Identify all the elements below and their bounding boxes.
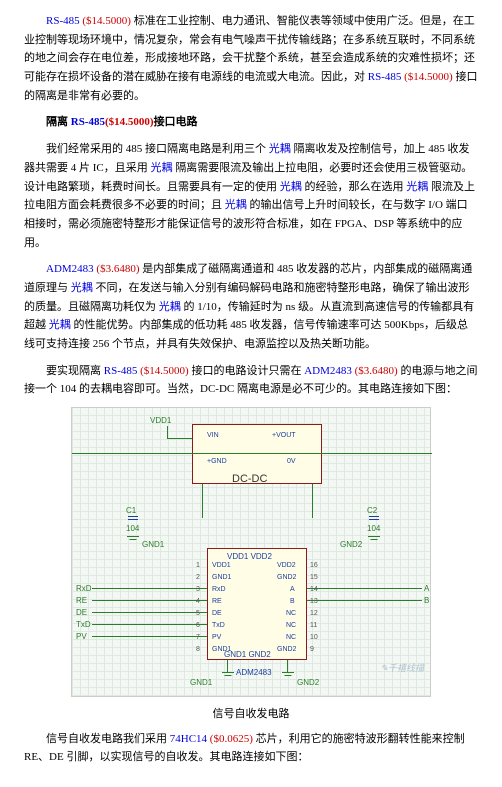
pin-r-11: NC [286, 620, 296, 632]
text: 信号自收发电路我们采用 [46, 733, 170, 745]
text: 要实现隔离 [46, 365, 104, 377]
paragraph-circuit-lead: 要实现隔离 RS-485 ($14.5000) 接口的电路设计只需在 ADM24… [24, 362, 478, 399]
link-opto-2[interactable]: 光耦 [151, 162, 173, 174]
num-r-13: 13 [310, 596, 318, 608]
link-rs485-1[interactable]: RS-485 [46, 15, 80, 27]
link-adm2483-1[interactable]: ADM2483 [46, 263, 94, 275]
num-r-10: 10 [310, 632, 318, 644]
num-r-16: 16 [310, 560, 318, 572]
link-opto-5[interactable]: 光耦 [225, 199, 247, 211]
pin-vin: VIN [207, 430, 219, 442]
cap-c2 [369, 516, 379, 520]
pin-l-3: RxD [212, 584, 226, 596]
net-vdd1: VDD1 [150, 414, 171, 428]
net-gnd2-b: GND2 [297, 676, 319, 690]
pin-l-4: RE [212, 596, 222, 608]
cap-c1 [128, 516, 138, 520]
pin-r-16: VDD2 [277, 560, 296, 572]
num-l-7: 7 [196, 632, 200, 644]
link-adm2483-2[interactable]: ADM2483 [304, 365, 352, 377]
num-l-5: 5 [196, 608, 200, 620]
paragraph-adm2483: ADM2483 ($3.6480) 是内部集成了磁隔离通道和 485 收发器的芯… [24, 260, 478, 353]
net-pv: PV [76, 630, 87, 644]
link-opto-3[interactable]: 光耦 [280, 181, 302, 193]
text: 我们经常采用的 485 接口隔离电路是利用三个 [46, 143, 266, 155]
num-l-6: 6 [196, 620, 200, 632]
gnd-icon [368, 536, 380, 544]
link-opto-8[interactable]: 光耦 [49, 319, 71, 331]
pin-gndl: +GND [207, 456, 227, 468]
watermark: ✎千禧线描 [380, 661, 424, 676]
pin-l-2: GND1 [212, 572, 231, 584]
chip-top-rail: VDD1 VDD2 [227, 550, 272, 564]
num-r-15: 15 [310, 572, 318, 584]
pin-l-1: VDD1 [212, 560, 231, 572]
num-l-1: 1 [196, 560, 200, 572]
pin-r-12: NC [286, 608, 296, 620]
net-gnd2-r: GND2 [340, 538, 362, 552]
net-b: B [424, 594, 429, 608]
heading-post: 接口电路 [154, 116, 198, 128]
num-l-2: 2 [196, 572, 200, 584]
link-opto-7[interactable]: 光耦 [159, 301, 181, 313]
text: 接口的电路设计只需在 [191, 365, 304, 377]
link-rs485-2[interactable]: RS-485 [368, 71, 402, 83]
paragraph-74hc14: 信号自收发电路我们采用 74HC14 ($0.0625) 芯片，利用它的施密特波… [24, 730, 478, 767]
pin-0v: 0V [287, 456, 296, 468]
paragraph-optocoupler: 我们经常采用的 485 接口隔离电路是利用三个 光耦 隔离收发及控制信号，加上 … [24, 140, 478, 252]
pin-l-7: PV [212, 632, 221, 644]
pin-r-14: A [290, 584, 295, 596]
gnd-icon [222, 672, 234, 680]
circuit-diagram: VIN +VOUT +GND 0V DC-DC VDD1 C1 104 GND1… [71, 407, 431, 697]
num-l-3: 3 [196, 584, 200, 596]
link-opto-4[interactable]: 光耦 [406, 181, 428, 193]
pin-r-9: GND2 [277, 644, 296, 656]
link-opto-1[interactable]: 光耦 [269, 143, 291, 155]
price-rs485-1: ($14.5000) [82, 15, 131, 27]
num-l-8: 8 [196, 644, 200, 656]
link-opto-6[interactable]: 光耦 [71, 282, 93, 294]
pin-l-8: GND1 [212, 644, 231, 656]
pin-r-13: B [290, 596, 295, 608]
pin-l-6: TxD [212, 620, 225, 632]
pin-r-15: GND2 [277, 572, 296, 584]
heading-price: ($14.5000) [105, 116, 154, 128]
cap-c2-val: 104 [367, 522, 380, 536]
net-gnd1-b: GND1 [190, 676, 212, 690]
heading-pre: 隔离 [46, 116, 71, 128]
price-rs485-3: ($14.5000) [140, 365, 189, 377]
gnd-icon [127, 536, 139, 544]
figure-caption: 信号自收发电路 [24, 705, 478, 724]
num-l-4: 4 [196, 596, 200, 608]
price-74hc14: ($0.0625) [210, 733, 253, 745]
num-r-9: 9 [310, 644, 314, 656]
net-gnd1-l: GND1 [142, 538, 164, 552]
gnd-icon [282, 672, 294, 680]
num-r-14: 14 [310, 584, 318, 596]
pin-vout: +VOUT [272, 430, 296, 442]
num-r-11: 11 [310, 620, 317, 632]
link-74hc14[interactable]: 74HC14 [170, 733, 207, 745]
pin-r-10: NC [286, 632, 296, 644]
dcdc-title: DC-DC [232, 470, 267, 489]
text: 的性能优势。内部集成的低功耗 485 收发器，信号传输速率可达 500Kbps，… [24, 319, 468, 350]
price-adm2483-1: ($3.6480) [96, 263, 139, 275]
adm-name: ADM2483 [236, 666, 272, 680]
paragraph-intro: RS-485 ($14.5000) 标准在工业控制、电力通讯、智能仪表等领域中使… [24, 12, 478, 105]
section-heading: 隔离 RS-485($14.5000)接口电路 [24, 113, 478, 132]
link-rs485-3[interactable]: RS-485 [104, 365, 138, 377]
price-rs485-2: ($14.5000) [404, 71, 453, 83]
price-adm2483-2: ($3.6480) [355, 365, 398, 377]
heading-link[interactable]: RS-485 [71, 116, 105, 128]
cap-c1-val: 104 [126, 522, 139, 536]
num-r-12: 12 [310, 608, 318, 620]
pin-l-5: DE [212, 608, 222, 620]
text: 的经验，那么在选用 [305, 181, 404, 193]
